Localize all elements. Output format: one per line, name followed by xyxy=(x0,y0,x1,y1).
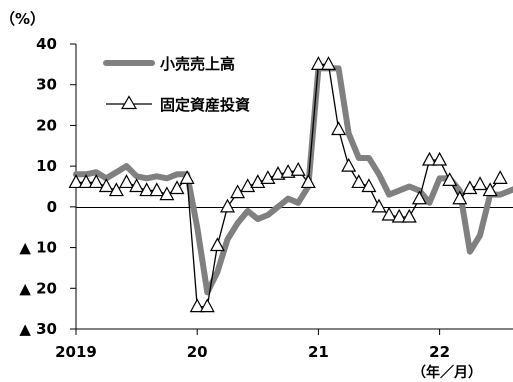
fixed-asset-point-triangle xyxy=(189,298,205,313)
y-tick-label: ▲ 20 xyxy=(19,279,57,297)
fixed-asset-point-triangle xyxy=(68,174,84,189)
fixed-asset-point-triangle xyxy=(118,174,135,189)
y-tick-label: 0 xyxy=(47,198,57,216)
y-tick-label: ▲ 10 xyxy=(19,239,57,257)
y-tick-label: 20 xyxy=(36,116,57,134)
fixed-asset-point-triangle xyxy=(341,157,357,172)
y-tick-label: 40 xyxy=(36,35,57,53)
fixed-asset-point-triangle xyxy=(442,172,458,186)
fixed-asset-point-triangle xyxy=(149,182,165,197)
y-tick-label: 10 xyxy=(36,157,57,175)
fixed-asset-point-triangle xyxy=(411,190,427,205)
fixed-asset-point-triangle xyxy=(280,163,296,178)
fixed-asset-point-triangle xyxy=(421,151,438,166)
fixed-asset-point-triangle xyxy=(492,170,508,184)
fixed-asset-point-triangle xyxy=(401,208,417,223)
fixed-asset-point-triangle xyxy=(371,198,387,213)
fixed-asset-point-triangle xyxy=(240,178,256,193)
y-tick-label: ▲ 30 xyxy=(19,320,57,338)
fixed-asset-point-triangle xyxy=(462,180,478,195)
series-layer xyxy=(68,56,513,313)
fixed-asset-point-triangle xyxy=(320,56,337,70)
legend: 小売売上高 固定資産投資 xyxy=(103,55,250,114)
y-tick-label: 30 xyxy=(36,76,57,94)
fixed-asset-point-triangle xyxy=(209,237,225,252)
x-tick-label: 22 xyxy=(429,343,450,361)
fixed-asset-point-triangle xyxy=(472,176,488,191)
fixed-asset-point-triangle xyxy=(108,182,124,197)
legend-marker-triangle-icon xyxy=(120,95,138,110)
fixed-asset-point-triangle xyxy=(98,178,114,193)
fixed-asset-point-triangle xyxy=(331,121,347,136)
fixed-asset-point-triangle xyxy=(452,190,468,205)
legend-label-retail: 小売売上高 xyxy=(160,55,235,73)
fixed-asset-point-triangle xyxy=(129,178,145,193)
x-tick-label: 2019 xyxy=(55,343,97,361)
x-tick-label: 20 xyxy=(187,343,208,361)
fixed-asset-point-triangle xyxy=(250,174,266,189)
fixed-asset-point-triangle xyxy=(260,170,276,184)
fixed-asset-point-triangle xyxy=(391,208,407,223)
legend-label-fixed-asset: 固定資産投資 xyxy=(160,96,250,114)
fixed-asset-point-triangle xyxy=(351,174,367,189)
y-axis-ticks: 40 30 20 10 0 ▲ 10 ▲ 20 ▲ 30 xyxy=(19,35,76,338)
x-unit-label: （年／月） xyxy=(412,364,482,381)
fixed-asset-point-triangle xyxy=(432,151,448,166)
fixed-asset-point-triangle xyxy=(381,206,397,221)
fixed-asset-point-triangle xyxy=(179,170,195,184)
y-unit-label: （%） xyxy=(0,10,45,28)
fixed-asset-point-triangle xyxy=(290,161,306,176)
x-tick-label: 21 xyxy=(308,343,329,361)
fixed-asset-point-triangle xyxy=(169,180,185,195)
fixed-asset-point-triangle xyxy=(78,174,94,189)
fixed-asset-point-triangle xyxy=(310,56,326,70)
fixed-asset-point-triangle xyxy=(88,174,104,189)
fixed-asset-point-triangle xyxy=(270,166,286,180)
fixed-asset-point-triangle xyxy=(199,298,215,313)
fixed-asset-point-triangle xyxy=(139,182,155,197)
x-axis-ticks: 2019 20 21 22 xyxy=(55,329,450,361)
fixed-asset-point-triangle xyxy=(219,198,236,213)
fixed-asset-point-triangle xyxy=(482,182,498,197)
fixed-asset-point-triangle xyxy=(361,178,377,193)
fixed-asset-point-triangle xyxy=(300,174,316,189)
